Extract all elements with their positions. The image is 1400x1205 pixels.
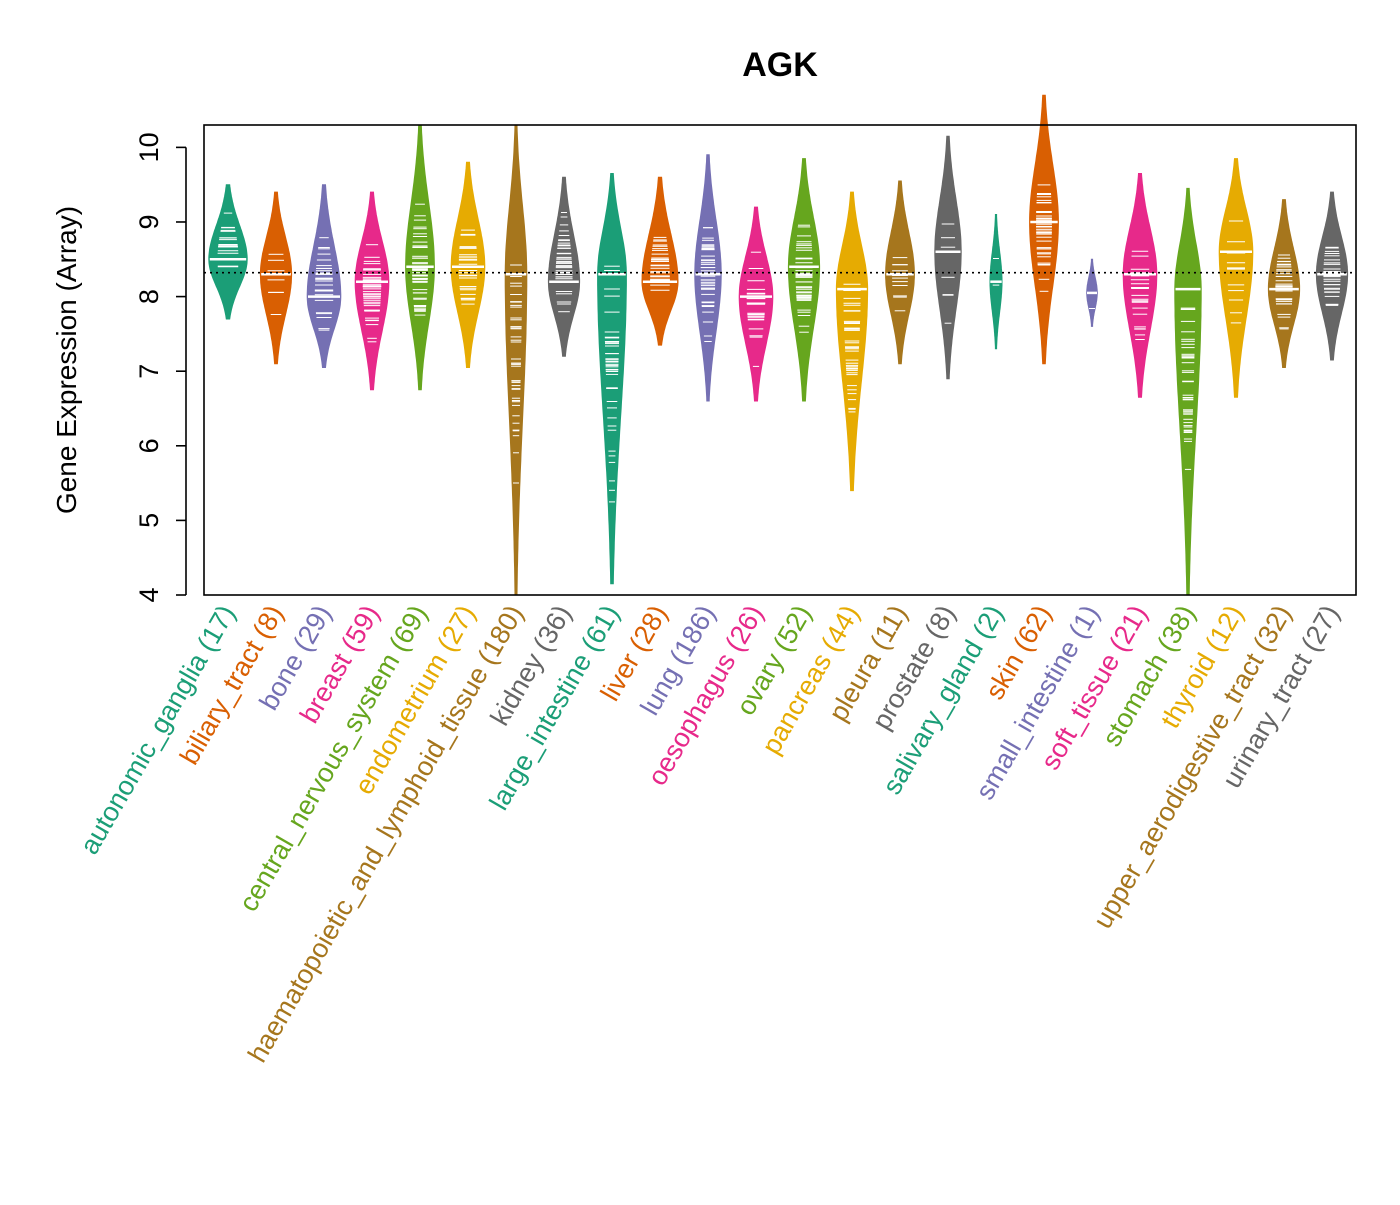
bean-shape-large_intestine [597, 173, 627, 585]
bean-layer [208, 94, 1349, 596]
bean-shape-endometrium [450, 161, 486, 368]
bean-upper_aerodigestive_tract [1267, 199, 1301, 368]
bean-prostate [934, 135, 962, 380]
bean-skin [1029, 94, 1059, 365]
bean-soft_tissue [1122, 173, 1158, 398]
chart-title: AGK [742, 46, 818, 84]
bean-small_intestine [1086, 258, 1098, 327]
y-tick-label: 5 [134, 513, 164, 528]
x-axis-labels: autonomic_ganglia (17)biliary_tract (8)b… [74, 600, 1345, 1067]
plot-frame [203, 124, 1357, 596]
bean-bone [306, 184, 342, 368]
y-tick-label: 6 [134, 438, 164, 453]
bean-shape-stomach [1174, 187, 1202, 596]
bean-thyroid [1218, 158, 1254, 398]
bean-shape-haematopoietic_and_lymphoid_tissue [504, 124, 528, 596]
bean-kidney [547, 176, 581, 357]
bean-breast [354, 191, 390, 391]
bean-haematopoietic_and_lymphoid_tissue [504, 124, 528, 596]
y-tick-label: 10 [134, 132, 164, 162]
y-axis-label: Gene Expression (Array) [51, 206, 82, 514]
bean-shape-bone [306, 184, 342, 368]
bean-shape-prostate [934, 135, 962, 380]
y-tick-label: 4 [134, 587, 164, 602]
y-tick-label: 7 [134, 364, 164, 379]
bean-salivary_gland [989, 214, 1003, 350]
bean-shape-central_nervous_system [405, 124, 435, 391]
bean-shape-soft_tissue [1122, 173, 1158, 398]
bean-pancreas [835, 191, 869, 492]
bean-shape-ovary [787, 158, 821, 402]
bean-central_nervous_system [405, 124, 435, 391]
bean-endometrium [450, 161, 486, 368]
bean-shape-upper_aerodigestive_tract [1267, 199, 1301, 368]
y-tick-label: 8 [134, 289, 164, 304]
bean-urinary_tract [1315, 191, 1349, 361]
y-tick-label: 9 [134, 214, 164, 229]
bean-lung [694, 154, 722, 402]
bean-ovary [787, 158, 821, 402]
bean-large_intestine [597, 173, 627, 585]
bean-biliary_tract [259, 191, 293, 365]
bean-liver [641, 176, 679, 346]
bean-shape-breast [354, 191, 390, 391]
bean-shape-lung [694, 154, 722, 402]
bean-oesophagus [738, 206, 774, 402]
bean-shape-biliary_tract [259, 191, 293, 365]
bean-autonomic_ganglia [208, 184, 248, 320]
y-axis: 4 5 6 7 8 9 10 [134, 132, 187, 603]
bean-stomach [1174, 187, 1202, 596]
bean-shape-autonomic_ganglia [208, 184, 248, 320]
bean-shape-thyroid [1218, 158, 1254, 398]
